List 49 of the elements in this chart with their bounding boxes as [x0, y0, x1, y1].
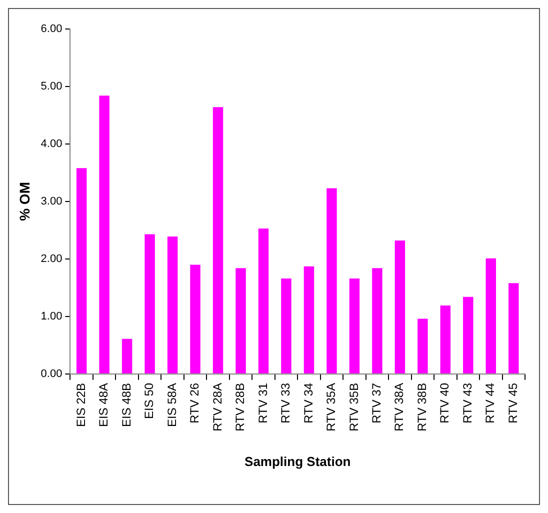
x-tick-label: RTV 38B — [414, 382, 429, 432]
x-tick-label: RTV 40 — [438, 382, 452, 424]
bar — [508, 283, 519, 374]
bar — [99, 96, 110, 374]
bar — [349, 278, 360, 374]
y-tick-label: 2.00 — [40, 252, 62, 265]
bar — [122, 338, 132, 374]
bar — [463, 296, 474, 374]
x-tick-label: RTV 38A — [392, 382, 406, 432]
y-tick-label: 0.00 — [40, 368, 62, 380]
x-axis-title: Sampling Station — [244, 454, 351, 469]
x-tick-label: RTV 35A — [324, 382, 338, 432]
y-tick-label: 1.00 — [40, 310, 62, 322]
x-tick-label: RTV 35B — [346, 382, 361, 432]
bar — [304, 266, 314, 374]
x-tick-label: RTV 34 — [301, 382, 316, 424]
x-tick-label: RTV 26 — [188, 382, 202, 424]
bar — [440, 306, 451, 374]
y-tick-label: 4.00 — [40, 138, 62, 150]
x-tick-label: EIS 22B — [74, 382, 88, 427]
x-tick-label: RTV 44 — [483, 382, 498, 424]
x-tick-label: RTV 33 — [278, 382, 293, 424]
bar — [236, 268, 246, 374]
x-tick-label: RTV 28B — [233, 382, 248, 432]
bar — [326, 188, 337, 374]
bar — [486, 258, 496, 374]
x-tick-label: EIS 48A — [96, 382, 111, 427]
x-tick-label: RTV 43 — [460, 382, 474, 424]
x-tick-label: RTV 28A — [210, 382, 224, 432]
x-tick-label: RTV 31 — [256, 382, 270, 424]
bar — [212, 107, 224, 374]
bar — [76, 168, 87, 374]
x-tick-label: EIS 58A — [164, 382, 179, 427]
x-tick-label: RTV 45 — [506, 382, 520, 424]
bar — [258, 228, 269, 374]
bar — [394, 240, 406, 374]
bar — [144, 234, 155, 374]
bar — [372, 268, 382, 374]
x-tick-label: RTV 37 — [370, 382, 384, 424]
y-tick-label: 3.00 — [40, 195, 62, 208]
x-tick-label: EIS 50 — [142, 382, 156, 419]
bar — [281, 278, 292, 374]
x-tick-label: EIS 48B — [119, 382, 134, 427]
bar — [418, 318, 428, 374]
bar — [167, 236, 178, 374]
y-tick-label: 5.00 — [40, 80, 62, 93]
y-tick-label: 6.00 — [40, 23, 62, 36]
bar — [190, 264, 200, 374]
y-axis-title: % OM — [16, 182, 32, 221]
